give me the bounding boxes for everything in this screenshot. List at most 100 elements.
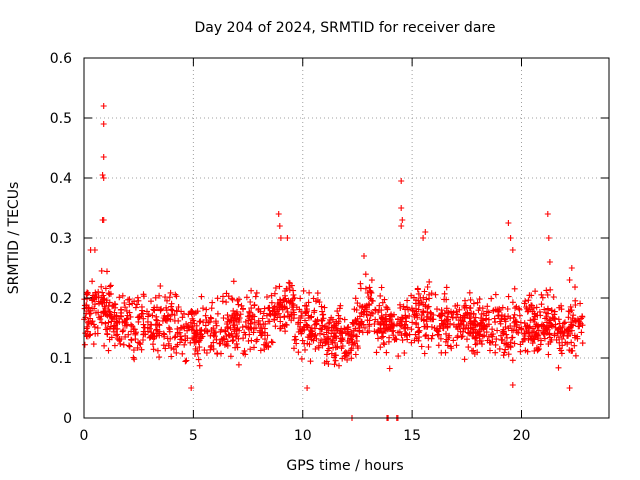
data-point bbox=[105, 347, 112, 354]
data-point bbox=[132, 304, 139, 311]
data-point bbox=[376, 302, 383, 309]
data-point bbox=[331, 354, 338, 361]
data-point bbox=[483, 315, 490, 322]
data-point bbox=[90, 321, 97, 328]
data-point bbox=[524, 328, 531, 335]
data-point bbox=[320, 311, 327, 318]
data-point bbox=[268, 299, 275, 306]
data-point bbox=[226, 332, 233, 339]
data-point bbox=[543, 309, 549, 316]
data-point bbox=[388, 311, 395, 318]
data-point bbox=[271, 290, 278, 297]
data-point bbox=[361, 253, 367, 259]
data-point bbox=[200, 319, 207, 326]
data-point bbox=[275, 211, 282, 217]
data-point bbox=[98, 283, 105, 290]
data-point bbox=[235, 301, 242, 308]
data-point bbox=[460, 325, 467, 332]
data-point bbox=[94, 325, 101, 331]
data-point bbox=[349, 321, 356, 328]
data-point bbox=[225, 316, 232, 322]
data-point bbox=[270, 305, 277, 312]
y-tick-label: 0.5 bbox=[50, 111, 72, 127]
data-point bbox=[412, 331, 419, 338]
data-point bbox=[100, 154, 107, 160]
data-point bbox=[466, 289, 473, 296]
data-point bbox=[223, 321, 230, 327]
data-point bbox=[492, 349, 499, 356]
data-point bbox=[111, 309, 118, 316]
data-point bbox=[517, 341, 524, 348]
data-point bbox=[562, 339, 569, 346]
data-point bbox=[286, 313, 293, 320]
data-point bbox=[444, 336, 450, 343]
data-point bbox=[348, 345, 355, 352]
data-point bbox=[197, 335, 204, 342]
data-point bbox=[134, 301, 140, 308]
data-point bbox=[195, 356, 202, 363]
data-point bbox=[123, 307, 130, 314]
data-point bbox=[188, 385, 195, 391]
data-point bbox=[321, 304, 328, 311]
data-point bbox=[497, 320, 504, 327]
data-point bbox=[500, 326, 507, 333]
data-point bbox=[558, 347, 565, 354]
data-point bbox=[537, 312, 544, 319]
data-point bbox=[471, 326, 478, 333]
data-point bbox=[579, 340, 586, 347]
data-point bbox=[263, 312, 270, 319]
y-tick-label: 0.6 bbox=[50, 51, 72, 67]
data-point bbox=[529, 302, 535, 309]
data-point bbox=[328, 350, 335, 357]
data-point bbox=[522, 330, 529, 337]
data-point bbox=[355, 345, 361, 352]
x-axis-label: GPS time / hours bbox=[286, 458, 403, 474]
data-point bbox=[175, 304, 182, 310]
data-point bbox=[257, 347, 264, 354]
data-point bbox=[366, 284, 373, 291]
data-point bbox=[163, 304, 170, 311]
data-point bbox=[314, 290, 321, 297]
data-point bbox=[331, 361, 338, 368]
data-point bbox=[81, 341, 88, 348]
data-point bbox=[517, 319, 524, 326]
axis-ticks bbox=[83, 57, 609, 419]
data-point bbox=[180, 323, 187, 330]
data-point bbox=[509, 382, 516, 388]
data-point bbox=[408, 326, 415, 333]
data-point bbox=[548, 307, 555, 314]
data-point bbox=[414, 286, 421, 293]
data-point bbox=[377, 344, 384, 351]
data-point bbox=[282, 288, 288, 294]
data-point bbox=[579, 313, 586, 320]
data-point bbox=[404, 324, 411, 331]
data-point bbox=[160, 315, 167, 321]
data-point bbox=[172, 291, 179, 298]
data-point bbox=[144, 308, 150, 315]
data-point bbox=[534, 347, 541, 354]
data-point bbox=[574, 333, 581, 340]
data-point bbox=[187, 308, 194, 315]
x-tick-label: 5 bbox=[189, 428, 198, 444]
data-point bbox=[372, 306, 379, 313]
data-point bbox=[317, 330, 323, 337]
data-point bbox=[164, 297, 170, 304]
data-point bbox=[523, 305, 530, 312]
data-point bbox=[402, 315, 409, 322]
data-point bbox=[432, 291, 439, 298]
data-point bbox=[418, 312, 425, 319]
data-point bbox=[107, 282, 114, 289]
data-point bbox=[229, 296, 236, 303]
data-point bbox=[276, 223, 283, 229]
data-point bbox=[450, 337, 457, 344]
data-point bbox=[418, 343, 425, 350]
data-point bbox=[307, 358, 314, 365]
data-point bbox=[441, 296, 448, 303]
data-point bbox=[539, 328, 546, 335]
data-point bbox=[535, 346, 542, 353]
data-point bbox=[285, 279, 292, 286]
data-point bbox=[238, 302, 245, 309]
data-point bbox=[138, 346, 145, 353]
data-point bbox=[299, 337, 306, 344]
data-point bbox=[230, 307, 237, 314]
